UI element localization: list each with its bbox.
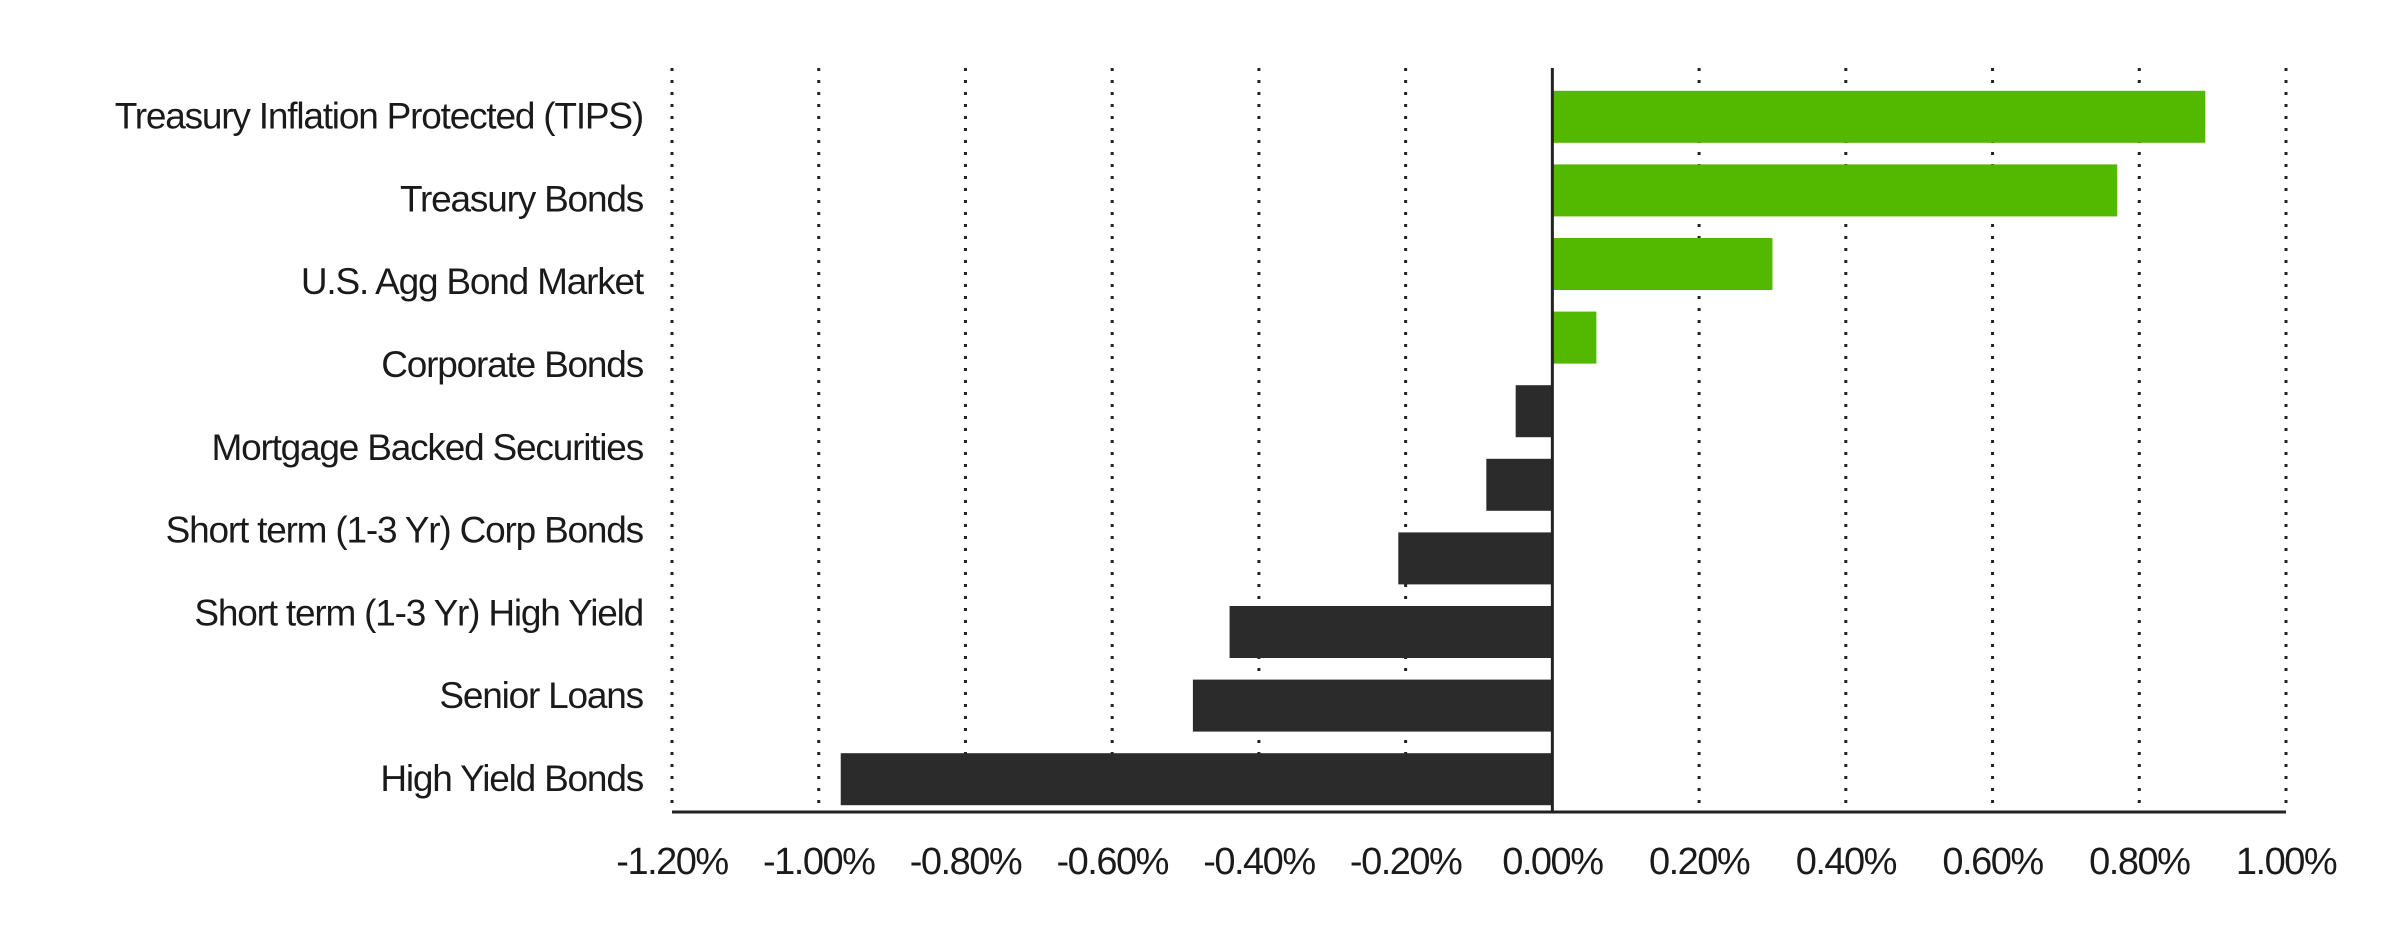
bar <box>1552 90 2206 143</box>
category-label: Short term (1-3 Yr) Corp Bonds <box>166 510 644 551</box>
x-tick-label: 1.00% <box>2236 841 2337 883</box>
bar <box>1398 532 1553 585</box>
x-tick-label: -1.00% <box>763 841 875 883</box>
x-tick-label: 0.80% <box>2089 841 2190 883</box>
x-tick-label: -0.60% <box>1056 841 1168 883</box>
bar <box>1552 238 1773 290</box>
bar <box>1229 606 1553 658</box>
x-tick-label: 0.20% <box>1649 841 1750 883</box>
category-label: High Yield Bonds <box>380 758 643 799</box>
x-tick-label: 0.40% <box>1796 841 1897 883</box>
category-label: Corporate Bonds <box>381 344 643 385</box>
x-tick-label: -0.20% <box>1350 841 1462 883</box>
bar <box>840 753 1553 806</box>
bar <box>1552 311 1597 364</box>
x-tick-label: 0.60% <box>1942 841 2043 883</box>
bar <box>1486 458 1553 511</box>
x-tick-label: 0.00% <box>1502 841 1603 883</box>
bar <box>1552 164 2118 217</box>
x-tick-label: -0.40% <box>1203 841 1315 883</box>
x-tick-label: -0.80% <box>910 841 1022 883</box>
category-label: Senior Loans <box>439 675 643 716</box>
category-label: Mortgage Backed Securities <box>211 427 643 468</box>
bar <box>1192 679 1553 732</box>
x-tick-label: -1.20% <box>616 841 728 883</box>
bar <box>1515 385 1553 438</box>
category-label: U.S. Agg Bond Market <box>301 261 645 302</box>
category-label: Treasury Bonds <box>400 178 644 219</box>
category-label: Treasury Inflation Protected (TIPS) <box>115 96 643 137</box>
category-label: Short term (1-3 Yr) High Yield <box>194 592 643 633</box>
